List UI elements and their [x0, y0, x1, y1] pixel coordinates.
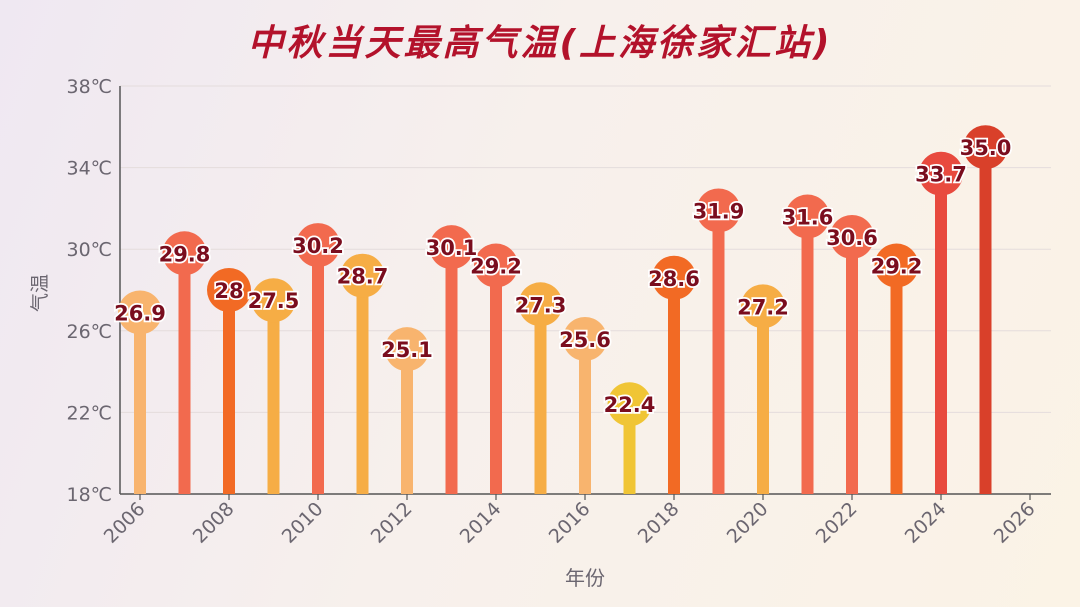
bar-stem [312, 245, 324, 494]
bar-head [963, 125, 1008, 170]
data-label: 28 [214, 279, 243, 303]
bar-head [251, 278, 296, 323]
x-tick-label: 2014 [456, 498, 506, 548]
data-label: 29.8 [159, 242, 211, 266]
data-label: 25.1 [381, 338, 433, 362]
bar-head [874, 243, 919, 288]
bar-stem [935, 173, 947, 494]
bar-head [785, 194, 830, 239]
x-tick-label: 2012 [367, 498, 417, 548]
bar-stem [534, 304, 547, 494]
bar-head [919, 151, 963, 196]
data-label: 31.6 [782, 206, 834, 230]
data-label: 35.0 [960, 136, 1012, 160]
data-label: 30.2 [292, 234, 344, 258]
x-axis-label: 年份 [565, 566, 605, 590]
bar-head [296, 223, 340, 268]
bar-stem [623, 404, 636, 494]
bar-stem [134, 312, 146, 494]
bar-stem [979, 147, 992, 494]
bar-head [474, 243, 518, 288]
bar-head [118, 290, 162, 335]
data-label: 29.2 [470, 255, 522, 279]
data-label: 30.6 [826, 226, 878, 250]
bar-stem [757, 306, 769, 494]
data-label: 27.2 [737, 295, 789, 319]
bar-stem [801, 216, 814, 494]
x-tick-label: 2026 [990, 498, 1040, 548]
y-tick-label: 26℃ [66, 321, 112, 343]
bar-head [563, 316, 607, 361]
bar-head [652, 255, 696, 300]
data-label: 26.9 [114, 301, 166, 325]
data-label: 30.1 [426, 236, 478, 260]
x-tick-label: 2020 [723, 498, 773, 548]
bars [118, 125, 1008, 494]
bar-head [518, 282, 563, 327]
bar-stem [445, 247, 458, 494]
bar-head [340, 253, 385, 298]
data-label: 33.7 [915, 163, 967, 187]
data-labels: 26.929.828 27.530.228.725.130.129.227.325… [112, 134, 1013, 419]
y-tick-label: 38℃ [66, 76, 112, 98]
bar-stem [579, 338, 591, 494]
data-label: 25.6 [559, 328, 611, 352]
data-label: 29.2 [871, 255, 923, 279]
x-tick-label: 2024 [901, 498, 951, 548]
bar-head [162, 231, 207, 276]
bar-head [385, 327, 429, 372]
x-tick-label: 2008 [189, 498, 239, 548]
bar-stem [178, 253, 191, 494]
data-label: 27.3 [515, 293, 567, 317]
data-label: 28.7 [337, 265, 389, 289]
y-tick-label: 34℃ [66, 158, 112, 180]
x-tick-label: 2018 [634, 498, 684, 548]
bar-head [696, 188, 741, 233]
y-tick-label: 22℃ [66, 402, 112, 424]
data-label: 28.6 [648, 267, 700, 291]
y-tick-label: 30℃ [66, 239, 112, 261]
bar-stem [668, 277, 680, 494]
bar-stem [846, 236, 858, 494]
bar-head [429, 225, 474, 270]
data-label: 31.9 [693, 199, 745, 223]
bar-head [830, 214, 874, 259]
bar-stem [890, 265, 903, 494]
bar-head [207, 268, 251, 312]
bar-stem [401, 349, 413, 494]
bar-head [607, 382, 652, 427]
y-tick-label: 18℃ [66, 484, 112, 506]
chart-title: 中秋当天最高气温(上海徐家汇站) [247, 23, 833, 64]
bar-stem [490, 265, 502, 494]
x-tick-label: 2010 [278, 498, 328, 548]
bar-stem [356, 275, 369, 494]
y-axis-label: 气温 [29, 274, 51, 312]
x-tick-label: 2016 [545, 498, 595, 548]
bar-stem [223, 290, 235, 494]
data-label: 22.4 [604, 393, 656, 417]
bar-stem [267, 300, 280, 494]
bar-head [741, 284, 785, 329]
data-label: 27.5 [248, 289, 300, 313]
x-tick-label: 2022 [812, 498, 862, 548]
bar-stem [712, 210, 725, 494]
